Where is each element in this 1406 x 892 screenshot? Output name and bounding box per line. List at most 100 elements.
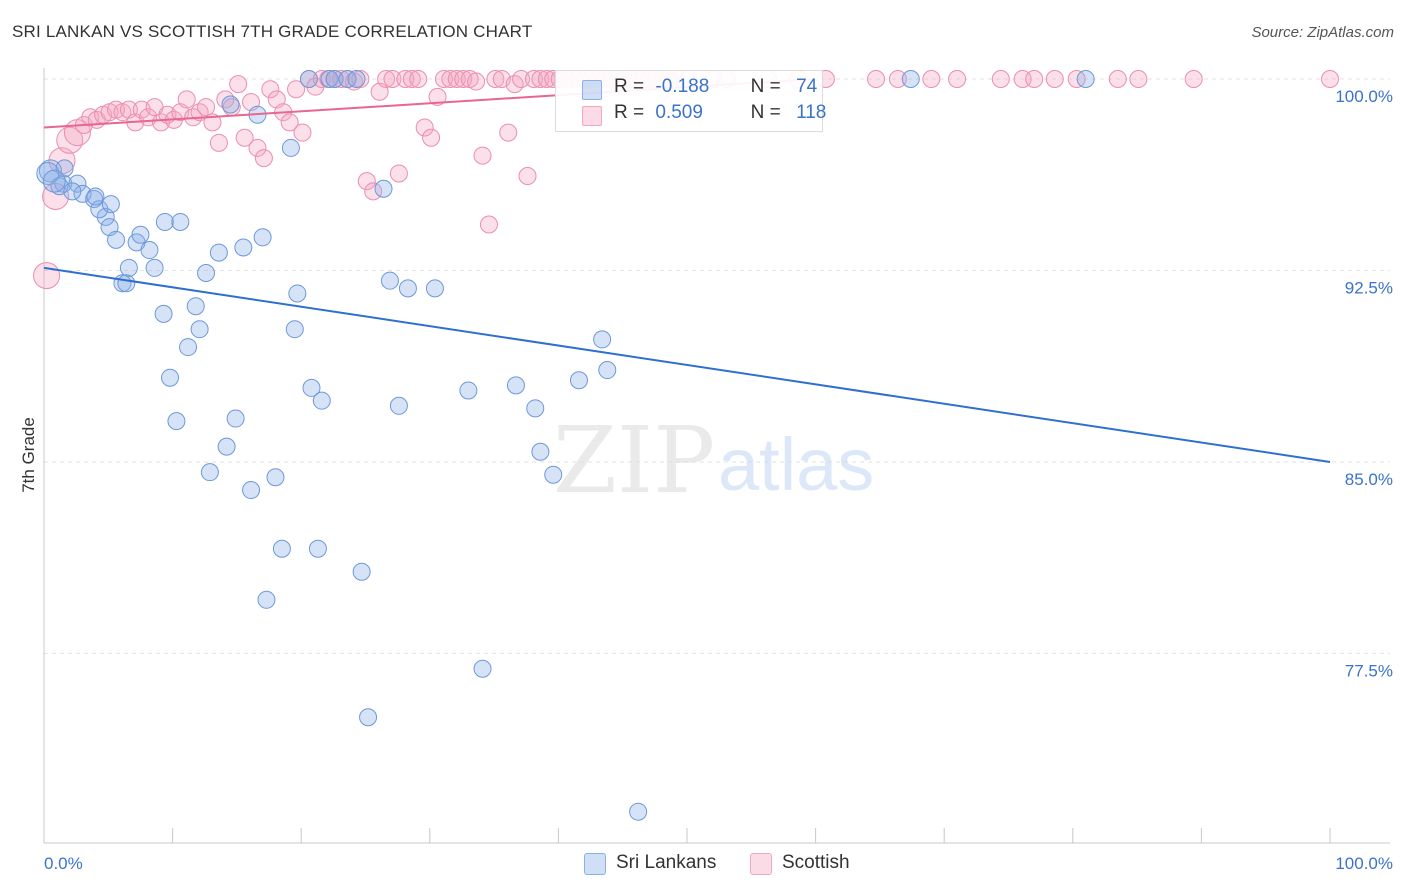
y-tick-label: 85.0%: [1345, 470, 1393, 489]
sri-lankan-point: [221, 95, 240, 114]
sri-lankan-point: [200, 463, 219, 482]
scottish-point: [922, 70, 941, 88]
scottish-point: [473, 146, 492, 165]
scottish-point: [254, 149, 273, 168]
scottish-point: [177, 90, 196, 109]
sri-lankan-point: [308, 539, 327, 558]
scottish-point: [486, 70, 505, 88]
scottish-point: [396, 70, 415, 88]
scottish-point: [377, 70, 396, 88]
scottish-point: [287, 80, 306, 99]
sri-lankan-point: [352, 562, 371, 581]
legend-swatch-blue: [584, 853, 606, 875]
sri-lankan-point: [197, 264, 216, 283]
n-value: 118: [796, 102, 827, 123]
legend-label: Sri Lankans: [616, 852, 717, 873]
legend-item-scottish[interactable]: Scottish: [750, 852, 850, 875]
y-tick-label: 100.0%: [1335, 87, 1393, 106]
scottish-point: [248, 138, 267, 157]
sri-lankan-point: [325, 70, 344, 88]
scottish-point: [499, 123, 518, 142]
scottish-point: [1184, 70, 1203, 88]
n-value: 74: [796, 76, 818, 97]
sri-lankan-point: [145, 258, 164, 277]
sri-lankan-point: [473, 659, 492, 678]
sri-lankan-point: [544, 465, 563, 484]
sri-lankan-point: [285, 320, 304, 339]
sri-lankan-point: [257, 590, 276, 609]
n-label: N =: [750, 76, 781, 97]
grid-lines: [44, 78, 1390, 654]
scottish-point: [867, 70, 886, 88]
chart-title: SRI LANKAN VS SCOTTISH 7TH GRADE CORRELA…: [12, 22, 533, 41]
sri-lankan-point: [186, 297, 205, 316]
sri-lankan-point: [217, 437, 236, 456]
scottish-point: [364, 182, 383, 201]
r-value: 0.509: [655, 102, 703, 123]
sri-lankan-point: [253, 228, 272, 247]
scottish-point: [280, 113, 299, 132]
sri-lankan-trend-line: [43, 266, 1331, 463]
sri-lankan-point: [281, 138, 300, 157]
scottish-point: [1067, 70, 1086, 88]
scottish-point: [229, 75, 248, 94]
sri-lankan-point: [42, 169, 66, 193]
sri-lankan-point: [598, 361, 617, 380]
sri-lankan-point: [161, 368, 180, 387]
sri-lankan-point: [901, 70, 920, 88]
sri-lankan-point: [179, 338, 198, 357]
scottish-point: [42, 182, 70, 210]
scottish-point: [1321, 70, 1339, 88]
scottish-point: [518, 167, 537, 186]
r-label: R =: [614, 76, 645, 97]
axes: [43, 68, 1390, 844]
sri-lankan-point: [526, 399, 545, 418]
sri-lankan-point: [288, 284, 307, 303]
watermark-zip: ZIP: [553, 407, 715, 514]
stats-legend-row-scottish: R = 0.509 N = 118: [582, 102, 827, 128]
scottish-point: [56, 126, 84, 154]
scottish-point: [197, 98, 216, 117]
scottish-point: [389, 164, 408, 183]
sri-lankan-points: [36, 70, 1095, 821]
stats-legend-row-sri-lankans: R = -0.188 N = 74: [582, 76, 818, 102]
scottish-point: [409, 70, 428, 88]
sri-lankan-point: [101, 195, 120, 214]
y-axis-label: 7th Grade: [19, 417, 38, 493]
sri-lankan-point: [531, 442, 550, 461]
sri-lankan-point: [155, 212, 174, 231]
sri-lankan-point: [167, 412, 186, 431]
sri-lankan-point: [593, 330, 612, 349]
sri-lankan-point: [380, 271, 399, 290]
sri-lankan-point: [569, 371, 588, 390]
scottish-point: [1045, 70, 1064, 88]
sri-lankan-point: [171, 212, 190, 231]
sri-lankan-point: [154, 304, 173, 323]
legend-item-sri-lankans[interactable]: Sri Lankans: [584, 852, 717, 875]
scottish-point: [293, 123, 312, 142]
y-tick-label: 92.5%: [1345, 278, 1393, 297]
sri-lankan-point: [234, 238, 253, 257]
sri-lankan-point: [506, 376, 525, 395]
sri-lankan-point: [1076, 70, 1095, 88]
pink-swatch: [582, 106, 602, 126]
sri-lankan-point: [209, 243, 228, 262]
scottish-point: [1108, 70, 1127, 88]
scottish-point: [1025, 70, 1044, 88]
scottish-point: [991, 70, 1010, 88]
n-label: N =: [750, 102, 781, 123]
r-label: R =: [614, 102, 645, 123]
stats-legend: R = -0.188 N = 74 R = 0.509 N = 118: [555, 70, 827, 132]
scottish-point: [357, 172, 376, 191]
scottish-point: [447, 70, 466, 88]
watermark: ZIP atlas: [553, 407, 874, 514]
sri-lankan-point: [107, 230, 126, 249]
sri-lankan-point: [242, 481, 261, 500]
sri-lankan-point: [36, 161, 60, 185]
scottish-point: [216, 90, 235, 109]
blue-swatch: [582, 80, 602, 100]
scottish-point: [209, 133, 228, 152]
sri-lankan-point: [226, 409, 245, 428]
sri-lankan-point: [63, 182, 82, 201]
